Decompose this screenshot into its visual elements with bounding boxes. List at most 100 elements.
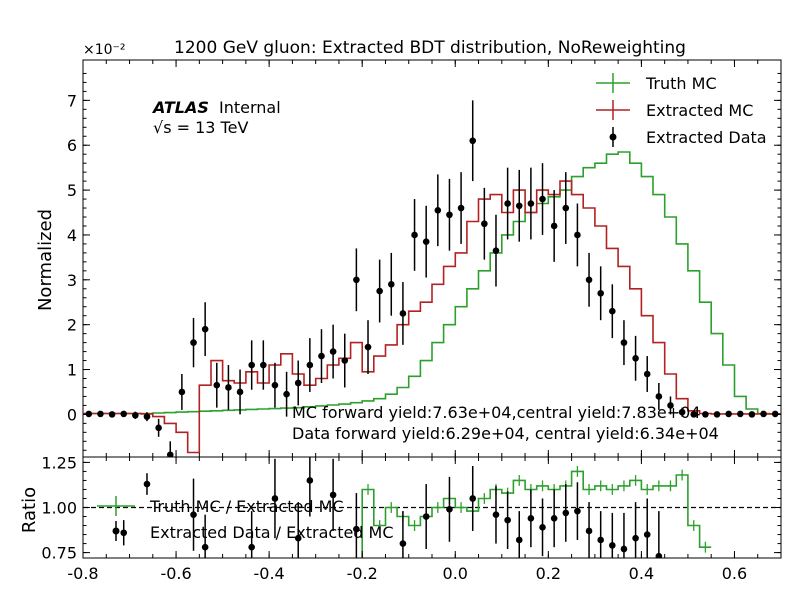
data-point-marker	[422, 238, 430, 245]
data-point	[760, 410, 767, 418]
data-ratio-marker	[504, 516, 511, 524]
data-ratio-point	[527, 489, 535, 548]
data-point-marker	[504, 200, 511, 207]
x-tick-label: 0.0	[443, 564, 468, 583]
data-point	[271, 362, 279, 408]
data-point	[143, 412, 151, 422]
data-point-marker	[515, 202, 523, 210]
data-ratio-point	[620, 512, 628, 558]
x-tick-label: -0.6	[160, 564, 191, 583]
data-point	[574, 203, 581, 267]
data-point-marker	[387, 280, 395, 288]
legend-label-truth: Truth MC	[645, 74, 717, 93]
data-ratio-point	[643, 498, 651, 558]
data-ratio-marker	[422, 513, 430, 520]
data-ratio-point	[446, 476, 453, 542]
data-point-marker	[132, 411, 139, 419]
data-point	[155, 418, 162, 437]
y-tick-label: 6	[67, 136, 77, 155]
data-point-marker	[527, 200, 535, 207]
data-point	[318, 329, 325, 383]
data-ratio-marker	[271, 495, 279, 502]
y-tick-label: 7	[67, 91, 77, 110]
data-point-marker	[562, 204, 570, 212]
data-point	[97, 410, 104, 418]
data-point-marker	[713, 411, 721, 418]
data-point-marker	[585, 276, 593, 284]
data-point-marker	[678, 408, 686, 416]
data-ratio-marker	[446, 506, 453, 513]
data-point	[411, 199, 418, 271]
data-point	[422, 205, 430, 278]
data-point	[690, 411, 698, 418]
data-ratio-point	[609, 512, 616, 558]
data-ratio-point	[469, 466, 477, 531]
legend-entry-extracted: Extracted MC	[596, 100, 753, 120]
data-point	[341, 333, 349, 388]
data-point-marker	[155, 424, 162, 432]
data-point	[736, 410, 744, 418]
data-point	[609, 284, 616, 339]
data-point-marker	[236, 388, 244, 396]
data-point-marker	[643, 370, 651, 378]
x-tick-label: -0.2	[347, 564, 378, 583]
y-tick-label: 0	[67, 405, 77, 424]
data-ratio-marker	[643, 531, 651, 538]
data-point-marker	[690, 411, 698, 418]
data-point	[225, 365, 232, 410]
data-point-marker	[457, 204, 465, 212]
data-point-marker	[178, 388, 186, 396]
data-ratio-marker	[201, 543, 209, 551]
data-point-marker	[260, 361, 267, 369]
data-point-marker	[655, 393, 663, 400]
data-point	[329, 324, 337, 379]
data-ratio-point	[399, 511, 407, 558]
data-ratio-marker	[620, 545, 628, 553]
data-point	[376, 259, 383, 323]
data-point-marker	[632, 355, 639, 362]
data-point	[364, 320, 372, 375]
data-ratio-point	[143, 473, 151, 495]
data-ratio-marker	[597, 536, 604, 544]
data-ratio-marker	[469, 495, 477, 502]
data-point	[597, 266, 604, 321]
data-point-marker	[725, 410, 732, 418]
atlas-label-bold: ATLAS	[151, 98, 209, 117]
data-point	[457, 172, 465, 244]
data-point	[562, 172, 570, 244]
data-point-marker	[446, 211, 453, 219]
data-point-marker	[318, 352, 325, 360]
data-point	[283, 371, 290, 417]
data-ratio-point	[562, 484, 570, 542]
data-ratio-marker	[143, 480, 151, 488]
main-legend: Truth MC Extracted MC Extracted Data	[596, 73, 767, 147]
data-ratio-point	[294, 502, 302, 558]
y-exponent-label: ×10⁻²	[83, 42, 126, 58]
data-point-marker	[736, 410, 744, 418]
ratio-y-tick-label: 1.25	[41, 453, 77, 472]
data-ratio-marker	[353, 525, 360, 533]
data-ratio-point	[329, 458, 337, 531]
data-point-marker	[283, 390, 290, 398]
data-ratio-point	[597, 511, 604, 558]
data-ratio-marker	[550, 515, 558, 522]
data-ratio-marker	[399, 540, 407, 547]
data-point	[550, 190, 558, 262]
data-ratio-marker	[329, 491, 337, 499]
y-tick-label: 5	[67, 181, 77, 200]
chart-title: 1200 GeV gluon: Extracted BDT distributi…	[174, 38, 686, 58]
data-ratio-point	[201, 514, 209, 558]
data-point-marker	[225, 384, 232, 391]
data-point-marker	[376, 287, 383, 295]
data-point	[527, 167, 535, 240]
y-axis-label: Normalized	[35, 209, 56, 311]
data-point	[108, 411, 116, 418]
data-point-marker	[702, 411, 709, 418]
data-point	[166, 441, 174, 457]
data-point-marker	[399, 310, 407, 317]
data-yield-text: Data forward yield:6.29e+04, central yie…	[292, 424, 719, 443]
data-ratio-marker	[248, 543, 255, 551]
y-tick-label: 1	[67, 361, 77, 380]
y-tick-label: 4	[67, 226, 77, 245]
data-point-marker	[97, 410, 104, 418]
